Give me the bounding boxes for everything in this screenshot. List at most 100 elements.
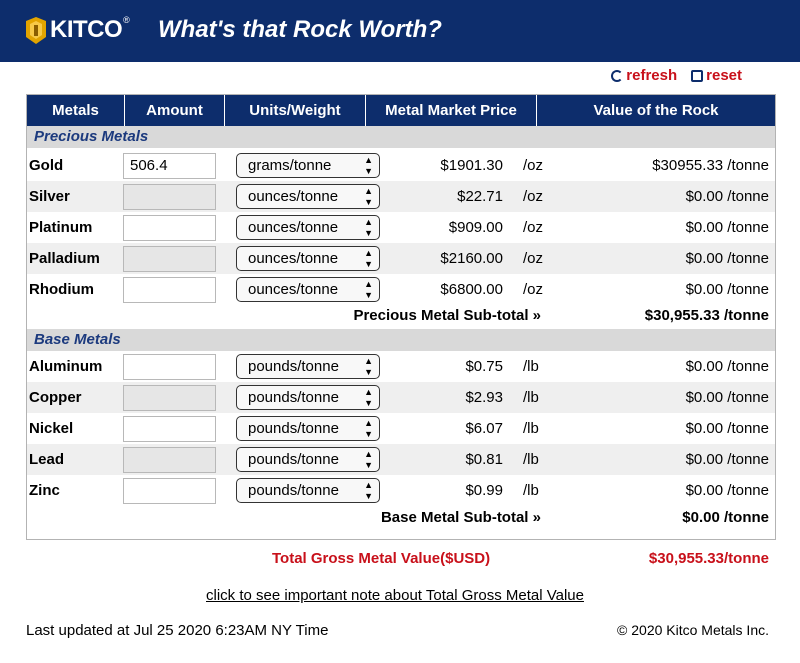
table-row: Platinum ounces/tonne ▲ ▼ $909.00 /oz $0.0… — [27, 212, 775, 243]
table-row: Aluminum pounds/tonne ▲ ▼ $0.75 /lb $0.00 … — [27, 351, 775, 382]
precious-subtotal-row: Precious Metal Sub-total » $30,955.33 /t… — [27, 305, 775, 327]
column-header-value: Value of the Rock — [593, 102, 719, 119]
section-precious-metals: Precious Metals — [27, 126, 775, 148]
section-base-metals: Base Metals — [27, 329, 775, 351]
price-unit: /oz — [523, 188, 544, 205]
gross-value-amount: $30,955.33/tonne — [648, 550, 769, 567]
precious-subtotal-value: $30,955.33 /tonne — [644, 307, 769, 324]
metal-name: Silver — [29, 188, 70, 205]
amount-input[interactable] — [123, 354, 216, 380]
reset-icon — [691, 69, 704, 82]
unit-select[interactable]: pounds/tonne ▲ ▼ — [236, 385, 380, 410]
metal-name: Lead — [29, 451, 65, 468]
metal-name: Gold — [29, 157, 64, 174]
unit-select[interactable]: pounds/tonne ▲ ▼ — [236, 447, 380, 472]
unit-select-value: pounds/tonne — [248, 482, 339, 499]
gross-value-label: Total Gross Metal Value($USD) — [272, 550, 491, 567]
metal-name: Palladium — [29, 250, 100, 267]
amount-input[interactable] — [123, 447, 216, 473]
unit-select[interactable]: ounces/tonne ▲ ▼ — [236, 277, 380, 302]
rock-value: $0.00 /tonne — [685, 281, 769, 298]
price-unit: /lb — [523, 482, 539, 499]
amount-input[interactable] — [123, 246, 216, 272]
amount-input[interactable] — [123, 277, 216, 303]
market-price: $6800.00 — [440, 281, 503, 298]
base-subtotal-label: Base Metal Sub-total » — [380, 509, 541, 526]
rock-value: $0.00 /tonne — [685, 219, 769, 236]
kitco-logo[interactable]: KITCO ® — [26, 14, 130, 46]
unit-select-value: ounces/tonne — [248, 188, 339, 205]
unit-select-value: pounds/tonne — [248, 389, 339, 406]
table-row: Gold 506.4 grams/tonne ▲ ▼ $1901.30 /oz $3… — [27, 150, 775, 181]
price-unit: /oz — [523, 250, 544, 267]
market-price: $0.75 — [465, 358, 503, 375]
price-unit: /oz — [523, 219, 544, 236]
rock-value: $0.00 /tonne — [685, 250, 769, 267]
metal-name: Nickel — [29, 420, 74, 437]
metal-name: Rhodium — [29, 281, 94, 298]
select-arrows-icon: ▲ ▼ — [364, 449, 373, 470]
select-arrows-icon: ▲ ▼ — [364, 356, 373, 377]
amount-input[interactable] — [123, 416, 216, 442]
column-header-units: Units/Weight — [225, 95, 366, 126]
select-arrows-icon: ▲ ▼ — [364, 418, 373, 439]
select-arrows-icon: ▲ ▼ — [364, 248, 373, 269]
precious-subtotal-label: Precious Metal Sub-total » — [353, 307, 541, 324]
amount-input[interactable] — [123, 184, 216, 210]
select-arrows-icon: ▲ ▼ — [364, 155, 373, 176]
unit-select[interactable]: pounds/tonne ▲ ▼ — [236, 416, 380, 441]
metal-name: Zinc — [29, 482, 60, 499]
unit-select[interactable]: ounces/tonne ▲ ▼ — [236, 246, 380, 271]
gross-value-note-link[interactable]: click to see important note about Total … — [206, 587, 584, 604]
rock-value: $0.00 /tonne — [685, 389, 769, 406]
market-price: $2160.00 — [440, 250, 503, 267]
unit-select[interactable]: ounces/tonne ▲ ▼ — [236, 215, 380, 240]
amount-input[interactable] — [123, 478, 216, 504]
unit-select-value: ounces/tonne — [248, 219, 339, 236]
header-bar: KITCO ® What's that Rock Worth? — [0, 0, 800, 62]
unit-select-value: grams/tonne — [248, 157, 332, 174]
column-header-price: Metal Market Price — [366, 95, 537, 126]
select-arrows-icon: ▲ ▼ — [364, 480, 373, 501]
metal-name: Aluminum — [29, 358, 103, 375]
price-unit: /lb — [523, 420, 539, 437]
rock-value: $0.00 /tonne — [685, 188, 769, 205]
unit-select[interactable]: ounces/tonne ▲ ▼ — [236, 184, 380, 209]
unit-select[interactable]: grams/tonne ▲ ▼ — [236, 153, 380, 178]
logo-text: KITCO — [50, 16, 123, 43]
rock-value: $0.00 /tonne — [685, 482, 769, 499]
column-header-amount: Amount — [125, 95, 225, 126]
rock-value: $0.00 /tonne — [685, 420, 769, 437]
select-arrows-icon: ▲ ▼ — [364, 279, 373, 300]
metal-name: Platinum — [29, 219, 93, 236]
amount-input[interactable]: 506.4 — [123, 153, 216, 179]
rock-value: $30955.33 /tonne — [652, 157, 769, 174]
amount-input[interactable] — [123, 385, 216, 411]
amount-input[interactable] — [123, 215, 216, 241]
rock-value: $0.00 /tonne — [685, 358, 769, 375]
rock-value-calculator: Metals Amount Units/Weight Metal Market … — [26, 94, 776, 540]
copyright-text: © 2020 Kitco Metals Inc. — [617, 622, 769, 638]
refresh-label: refresh — [626, 67, 678, 84]
table-row: Copper pounds/tonne ▲ ▼ $2.93 /lb $0.00 /t… — [27, 382, 775, 413]
select-arrows-icon: ▲ ▼ — [364, 186, 373, 207]
unit-select-value: ounces/tonne — [248, 281, 339, 298]
unit-select[interactable]: pounds/tonne ▲ ▼ — [236, 354, 380, 379]
unit-select-value: pounds/tonne — [248, 451, 339, 468]
price-unit: /lb — [523, 358, 539, 375]
table-row: Silver ounces/tonne ▲ ▼ $22.71 /oz $0.00 /… — [27, 181, 775, 212]
table-row: Rhodium ounces/tonne ▲ ▼ $6800.00 /oz $0.0… — [27, 274, 775, 305]
refresh-button[interactable]: refresh — [611, 67, 677, 84]
unit-select-value: pounds/tonne — [248, 420, 339, 437]
column-header-metals: Metals — [27, 95, 125, 126]
table-row: Palladium ounces/tonne ▲ ▼ $2160.00 /oz $0… — [27, 243, 775, 274]
page-title: What's that Rock Worth? — [158, 16, 442, 43]
base-subtotal-row: Base Metal Sub-total » $0.00 /tonne — [27, 507, 775, 529]
price-unit: /oz — [523, 281, 544, 298]
select-arrows-icon: ▲ ▼ — [364, 217, 373, 238]
reset-button[interactable]: reset — [691, 67, 742, 84]
unit-select-value: pounds/tonne — [248, 358, 339, 375]
unit-select[interactable]: pounds/tonne ▲ ▼ — [236, 478, 380, 503]
market-price: $0.99 — [465, 482, 503, 499]
reset-label: reset — [706, 67, 742, 84]
